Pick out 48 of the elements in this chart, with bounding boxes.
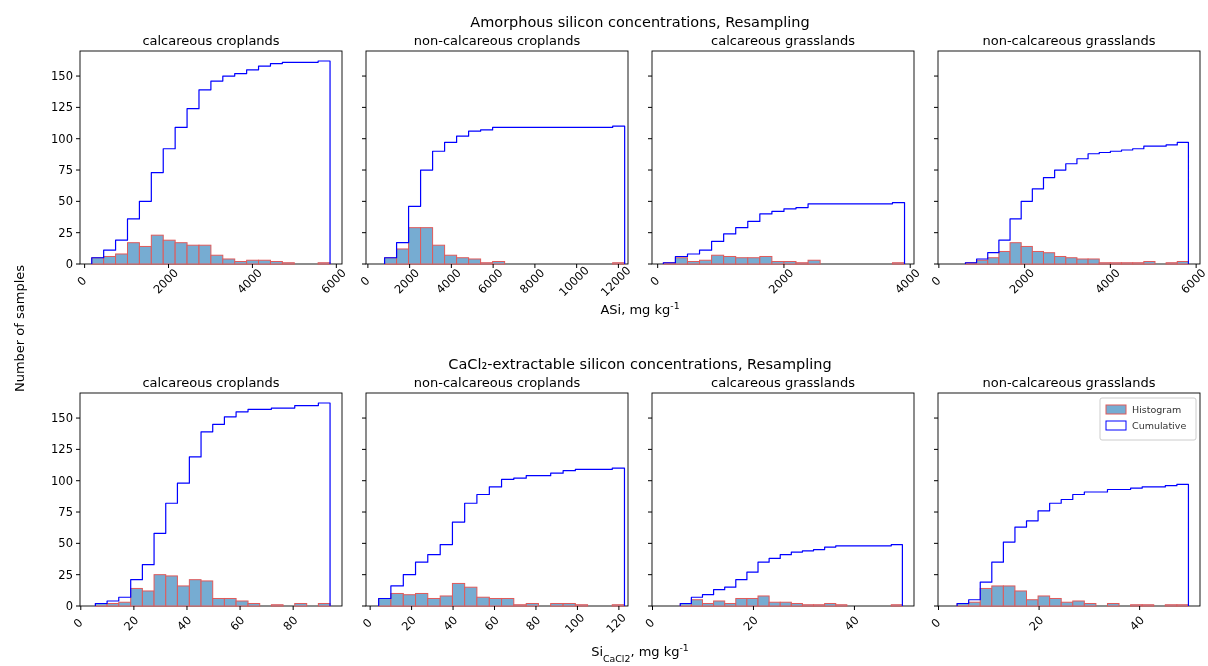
x-tick-label: 20 bbox=[1026, 613, 1047, 634]
x-tick-label: 0 bbox=[928, 273, 944, 289]
chart-title: non-calcareous croplands bbox=[413, 33, 581, 48]
x-tick-label: 0 bbox=[642, 615, 658, 631]
y-tick-label: 150 bbox=[51, 411, 73, 426]
x-tick-label: 80 bbox=[280, 613, 301, 634]
y-tick-label: 100 bbox=[51, 131, 73, 146]
x-tick-label: 0 bbox=[357, 273, 373, 289]
legend-label: Histogram bbox=[1132, 404, 1182, 415]
y-tick-label: 100 bbox=[51, 473, 73, 488]
y-tick-label: 150 bbox=[51, 69, 73, 84]
chart-title: non-calcareous croplands bbox=[413, 375, 581, 390]
y-tick-label: 75 bbox=[58, 163, 73, 178]
x-tick-label: 40 bbox=[440, 613, 461, 634]
x-axis-title: ASi, mg kg$^{-1}$ bbox=[600, 299, 680, 317]
x-tick-label: 60 bbox=[481, 613, 502, 634]
x-tick-label: 0 bbox=[359, 615, 375, 631]
x-tick-label: 0 bbox=[928, 615, 944, 631]
y-tick-label: 125 bbox=[51, 100, 73, 115]
y-tick-label: 50 bbox=[58, 194, 73, 209]
chart-title: non-calcareous grasslands bbox=[982, 33, 1156, 48]
x-tick-label: 60 bbox=[227, 613, 248, 634]
x-axis-title: Si$_{CaCl2}$, mg kg$^{-1}$ bbox=[591, 641, 689, 664]
legend-label: Cumulative bbox=[1132, 420, 1187, 431]
y-tick-label: 75 bbox=[58, 505, 73, 520]
x-tick-label: 120 bbox=[603, 610, 629, 636]
y-tick-label: 0 bbox=[65, 599, 73, 614]
chart-title: calcareous grasslands bbox=[711, 375, 856, 390]
y-tick-label: 125 bbox=[51, 442, 73, 457]
y-tick-label: 25 bbox=[58, 567, 73, 582]
chart-title: calcareous croplands bbox=[142, 375, 280, 390]
x-tick-label: 100 bbox=[561, 610, 588, 636]
x-tick-label: 40 bbox=[1126, 613, 1147, 634]
x-tick-label: 0 bbox=[647, 273, 663, 289]
y-tick-label: 25 bbox=[58, 225, 73, 240]
x-tick-label: 80 bbox=[523, 613, 544, 634]
chart-title: calcareous croplands bbox=[142, 33, 280, 48]
x-tick-label: 20 bbox=[740, 613, 761, 634]
chart-title: non-calcareous grasslands bbox=[982, 375, 1156, 390]
text: CaCl₂-extractable silicon concentrations, Resampling bbox=[448, 356, 832, 372]
x-tick-label: 20 bbox=[398, 613, 419, 634]
text: Amorphous silicon concentrations, Resampling bbox=[470, 14, 810, 30]
y-axis-title: Number of samples bbox=[12, 264, 27, 393]
x-tick-label: 40 bbox=[841, 613, 862, 634]
x-tick-label: 40 bbox=[174, 613, 195, 634]
x-tick-label: 20 bbox=[120, 613, 142, 634]
y-tick-label: 50 bbox=[58, 536, 73, 551]
chart-title: calcareous grasslands bbox=[711, 33, 856, 48]
